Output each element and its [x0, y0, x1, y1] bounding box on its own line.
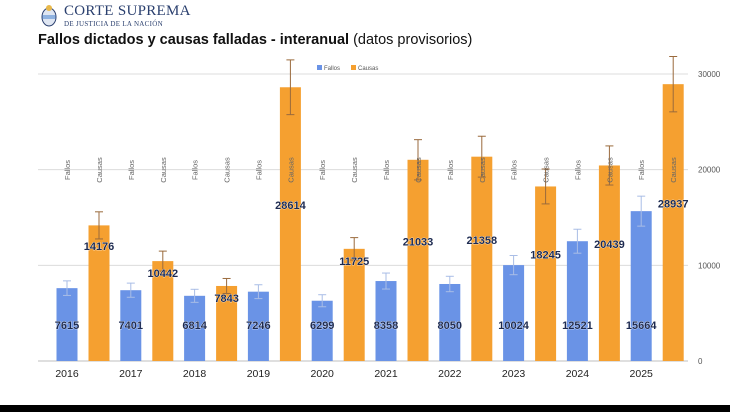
chart-title-block: Fallos dictados y causas falladas - inte… [38, 32, 472, 48]
bar-causas [88, 225, 110, 361]
data-label: 21033 [403, 236, 434, 248]
series-vertical-label: Fallos [127, 160, 136, 180]
legend-label: Causas [358, 66, 378, 72]
series-vertical-label: Causas [286, 157, 295, 183]
bar-causas [598, 165, 620, 361]
data-label: 6814 [182, 320, 207, 332]
series-vertical-label: Causas [159, 157, 168, 183]
series-vertical-label: Causas [605, 157, 614, 183]
x-tick-label: 2019 [247, 368, 271, 380]
x-tick-label: 2018 [183, 368, 207, 380]
bar-fallos [120, 290, 142, 361]
bar-fallos [630, 211, 652, 361]
y-tick-label: 20000 [698, 166, 721, 175]
x-tick-label: 2016 [55, 368, 79, 380]
bar-causas [535, 186, 557, 361]
series-vertical-label: Causas [223, 157, 232, 183]
series-vertical-label: Causas [478, 157, 487, 183]
data-label: 6299 [310, 320, 334, 332]
bar-causas [216, 285, 238, 361]
x-tick-label: 2024 [566, 368, 590, 380]
series-vertical-label: Fallos [63, 160, 72, 180]
series-vertical-label: Causas [350, 157, 359, 183]
org-logo-text: CORTE SUPREMA DE JUSTICIA DE LA NACIÓN [64, 4, 191, 28]
series-vertical-label: Fallos [191, 160, 200, 180]
chart-title: Fallos dictados y causas falladas - inte… [38, 32, 350, 48]
data-label: 28937 [658, 199, 689, 211]
data-label: 8358 [374, 320, 398, 332]
series-vertical-label: Fallos [510, 160, 519, 180]
y-tick-label: 0 [698, 357, 703, 366]
org-name: CORTE SUPREMA [64, 3, 191, 19]
bar-fallos [375, 281, 397, 361]
y-tick-label: 10000 [698, 261, 721, 270]
legend-swatch [317, 65, 322, 70]
data-label: 7615 [55, 320, 79, 332]
bottom-bar [0, 405, 730, 412]
bar-fallos [503, 265, 525, 361]
data-label: 28614 [275, 200, 306, 212]
x-tick-label: 2017 [119, 368, 143, 380]
bar-causas [279, 87, 301, 361]
data-label: 14176 [84, 241, 115, 253]
bar-causas [407, 159, 429, 361]
seal-icon [41, 5, 57, 27]
series-vertical-label: Fallos [318, 160, 327, 180]
bar-fallos [56, 288, 78, 361]
series-vertical-label: Causas [542, 157, 551, 183]
bar-causas [152, 261, 174, 361]
bar-fallos [247, 291, 269, 361]
series-vertical-label: Fallos [573, 160, 582, 180]
series-vertical-label: Causas [95, 157, 104, 183]
data-label: 10024 [498, 320, 529, 332]
bar-fallos [184, 295, 206, 361]
x-tick-label: 2020 [311, 368, 335, 380]
series-vertical-label: Fallos [446, 160, 455, 180]
data-label: 12521 [562, 320, 593, 332]
series-vertical-label: Fallos [637, 160, 646, 180]
legend-label: Fallos [324, 66, 340, 72]
org-subtitle: DE JUSTICIA DE LA NACIÓN [64, 20, 163, 28]
data-label: 7843 [214, 293, 238, 305]
bar-causas [471, 156, 493, 361]
bar-causas [343, 248, 365, 361]
header: CORTE SUPREMA DE JUSTICIA DE LA NACIÓN [40, 2, 191, 30]
data-label: 11725 [339, 256, 369, 268]
series-vertical-label: Causas [669, 157, 678, 183]
series-vertical-label: Fallos [382, 160, 391, 180]
x-tick-label: 2023 [502, 368, 526, 380]
series-vertical-label: Causas [414, 157, 423, 183]
x-tick-label: 2025 [630, 368, 654, 380]
bar-causas [662, 84, 684, 361]
chart-subtitle: (datos provisorios) [353, 32, 473, 48]
data-label: 15664 [626, 320, 657, 332]
series-vertical-label: Fallos [254, 160, 263, 180]
data-label: 10442 [148, 268, 179, 280]
x-tick-label: 2022 [438, 368, 462, 380]
data-label: 8050 [438, 320, 462, 332]
legend-swatch [351, 65, 356, 70]
data-label: 7246 [246, 320, 270, 332]
y-tick-label: 30000 [698, 70, 721, 79]
data-label: 20439 [594, 239, 625, 251]
bar-fallos [566, 241, 588, 361]
bar-fallos [311, 300, 333, 361]
x-tick-label: 2021 [374, 368, 398, 380]
data-label: 7401 [119, 320, 143, 332]
data-label: 21358 [467, 235, 498, 247]
data-label: 18245 [530, 250, 561, 262]
bar-fallos [439, 283, 461, 361]
